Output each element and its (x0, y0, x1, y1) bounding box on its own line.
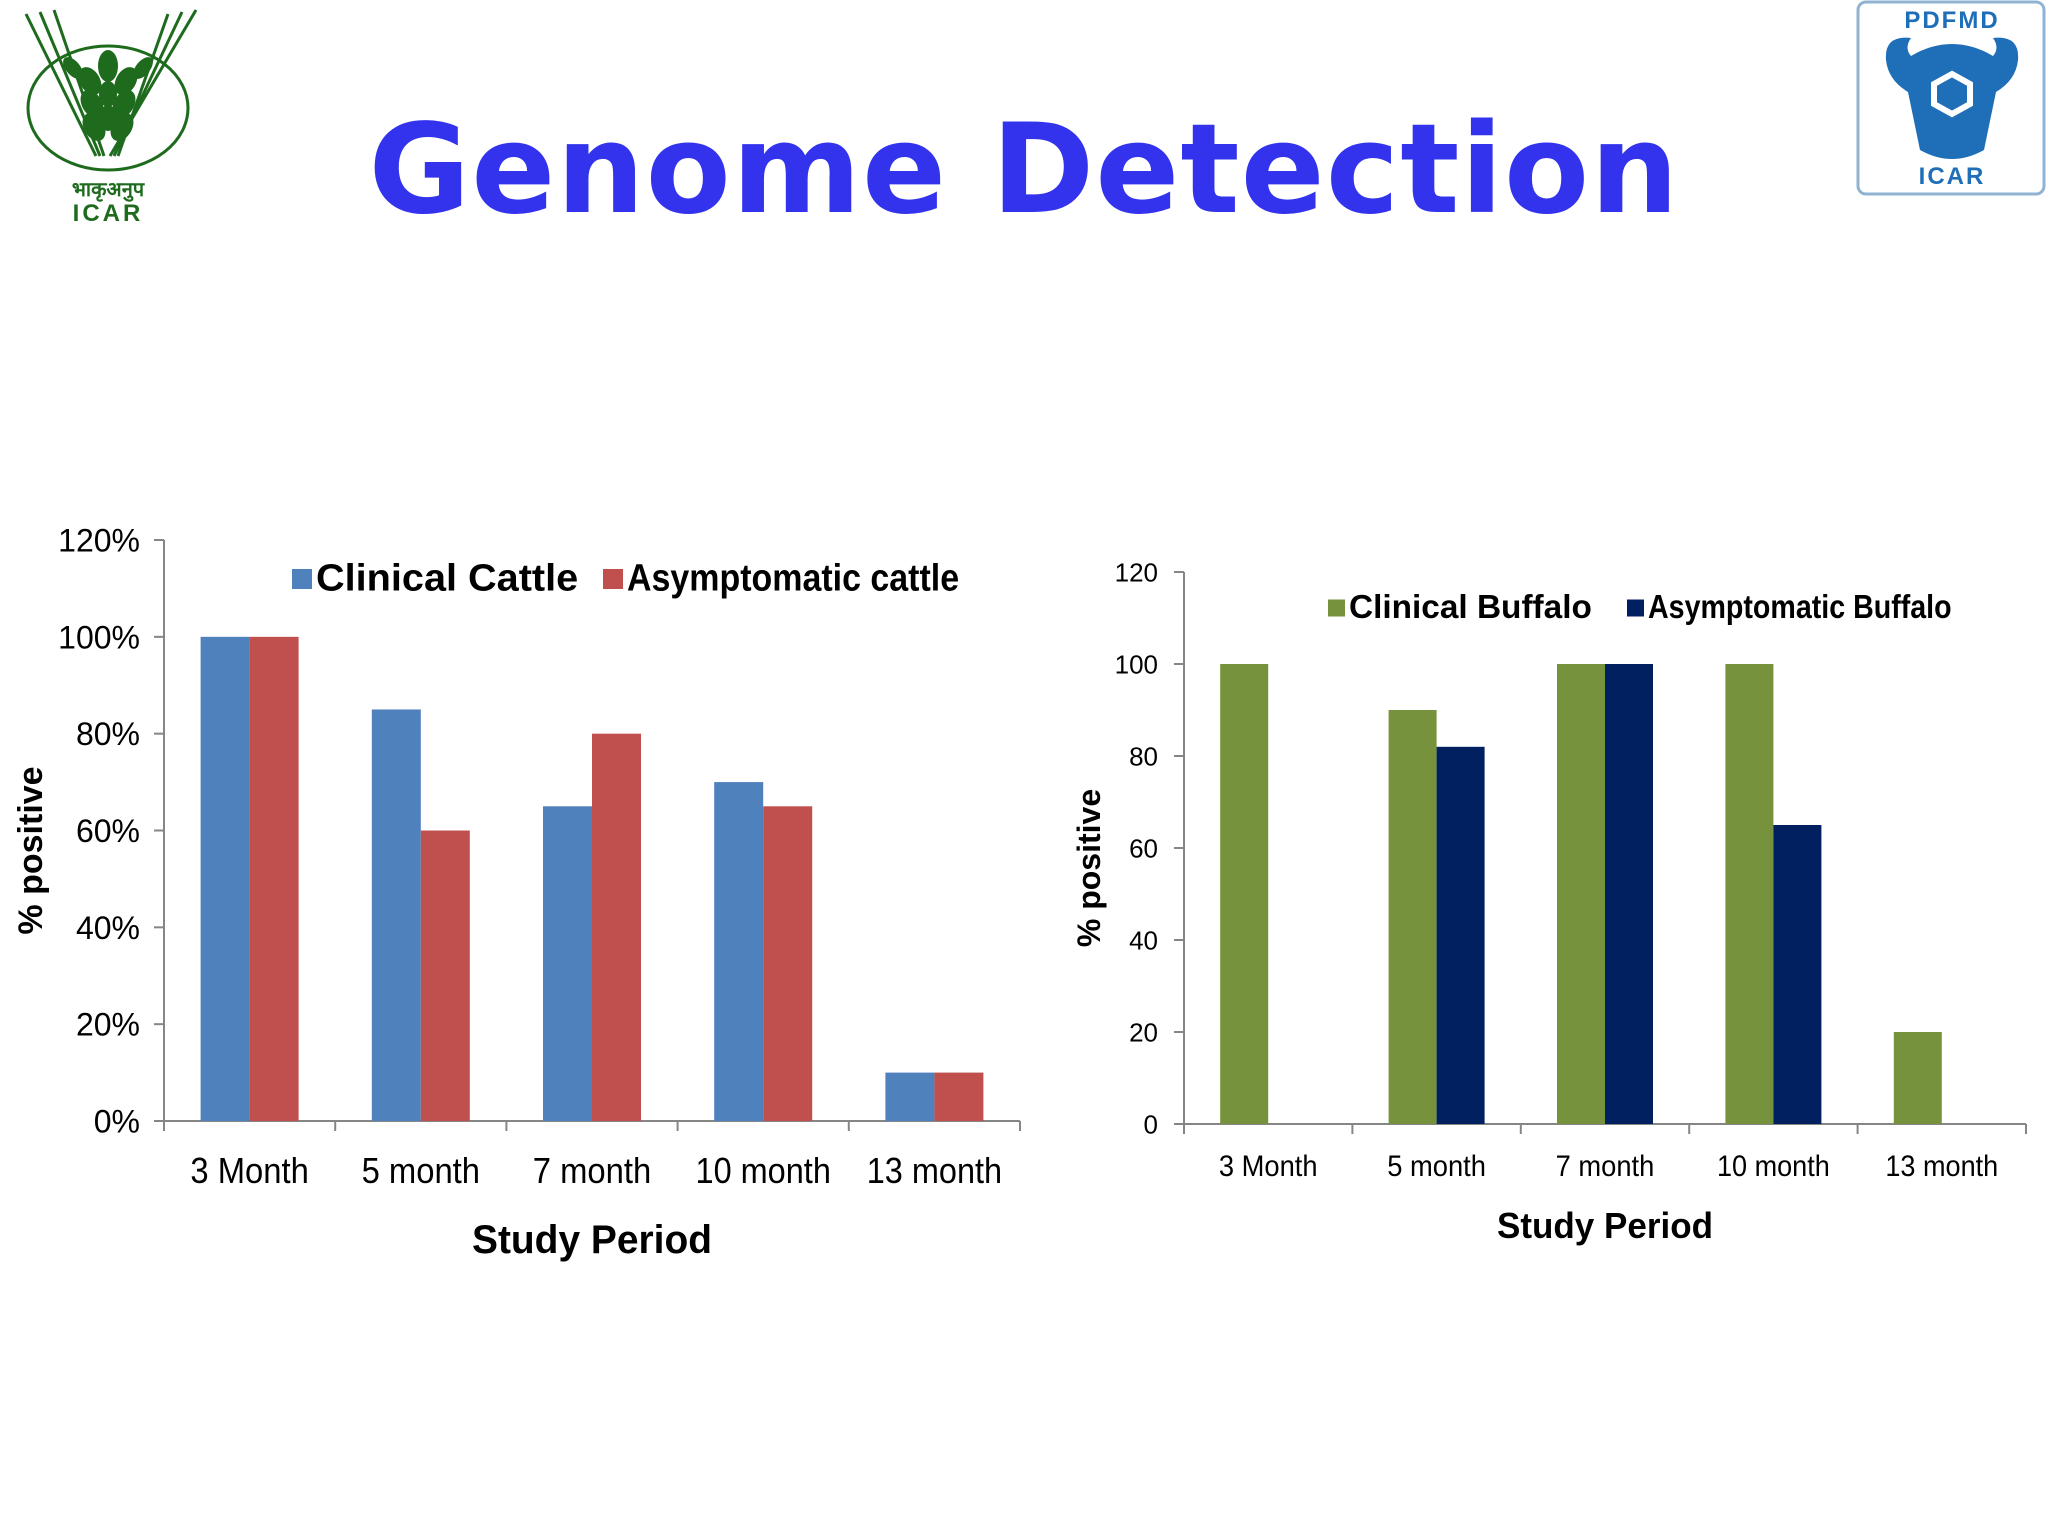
x-tick-label: 10 month (696, 1150, 831, 1191)
x-tick-label: 3 Month (190, 1150, 308, 1191)
bar (249, 636, 299, 1121)
x-tick-label: 10 month (1717, 1150, 1830, 1183)
bar (885, 1072, 935, 1121)
pdfmd-bull-logo-icon: PDFMD ICAR (1856, 0, 2048, 200)
icar-hindi-text: भाकृअनुप (72, 179, 146, 202)
legend-label: Clinical Buffalo (1349, 588, 1592, 625)
bar (934, 1072, 984, 1121)
bar (543, 806, 592, 1121)
y-tick-label: 120% (58, 523, 140, 559)
x-tick-label: 3 Month (1219, 1150, 1318, 1183)
y-tick-label: 20% (76, 1007, 140, 1043)
x-tick-label: 13 month (1885, 1150, 1998, 1183)
bar (1893, 1032, 1942, 1124)
bar (1725, 664, 1774, 1124)
legend-swatch (603, 569, 623, 589)
cattle-bar-chart: 0% 20% 40% 60% 80% 100% 120% 3 Month 5 month 7 mo… (12, 523, 1021, 1262)
y-tick-label: 80 (1129, 741, 1158, 771)
bar (1436, 746, 1485, 1124)
y-tick-label: 80% (76, 716, 140, 752)
y-tick-label: 100% (58, 619, 140, 655)
y-tick-label: 0% (94, 1104, 140, 1140)
y-tick-label: 60% (76, 813, 140, 849)
bar (200, 636, 250, 1121)
icar-text: ICAR (1919, 163, 1986, 190)
bar (420, 830, 470, 1121)
x-tick-label: 7 month (533, 1150, 651, 1191)
page-title: Genome Detection (368, 98, 1680, 242)
y-tick-label: 40 (1129, 925, 1158, 955)
y-tick-label: 0 (1144, 1109, 1158, 1139)
bar (1773, 825, 1822, 1124)
x-axis-label: Study Period (472, 1218, 712, 1262)
icar-wheat-logo-icon: भाकृअनुप ICAR (18, 6, 223, 231)
x-tick-label: 5 month (1387, 1150, 1486, 1183)
pdfmd-text: PDFMD (1904, 7, 1999, 34)
y-axis-label: % positive (1071, 789, 1107, 947)
y-tick-label: 120 (1115, 557, 1158, 587)
bar (592, 733, 641, 1121)
legend-swatch (1328, 599, 1345, 617)
legend-label: Asymptomatic cattle (627, 557, 959, 599)
legend-swatch (1627, 599, 1644, 617)
bar (714, 782, 764, 1121)
x-tick-label: 13 month (867, 1150, 1002, 1191)
legend-label: Asymptomatic Buffalo (1648, 588, 1952, 625)
y-tick-label: 20 (1129, 1017, 1158, 1047)
x-tick-label: 7 month (1556, 1150, 1655, 1183)
buffalo-bar-chart: 0 20 40 60 80 100 120 3 Month 5 month 7 month 10 m… (1071, 557, 2027, 1246)
icar-english-text: ICAR (73, 200, 144, 227)
bar (763, 806, 813, 1121)
x-axis-label: Study Period (1497, 1205, 1713, 1246)
bar (1388, 710, 1437, 1124)
legend-label: Clinical Cattle (316, 557, 578, 599)
y-tick-label: 40% (76, 910, 140, 946)
y-axis-label: % positive (12, 766, 50, 934)
bar (1557, 664, 1605, 1124)
bar (1605, 664, 1653, 1124)
y-tick-label: 100 (1115, 649, 1158, 679)
legend-swatch (292, 569, 312, 589)
y-tick-label: 60 (1129, 833, 1158, 863)
bar (371, 709, 421, 1121)
bar (1220, 664, 1269, 1124)
x-tick-label: 5 month (362, 1150, 480, 1191)
